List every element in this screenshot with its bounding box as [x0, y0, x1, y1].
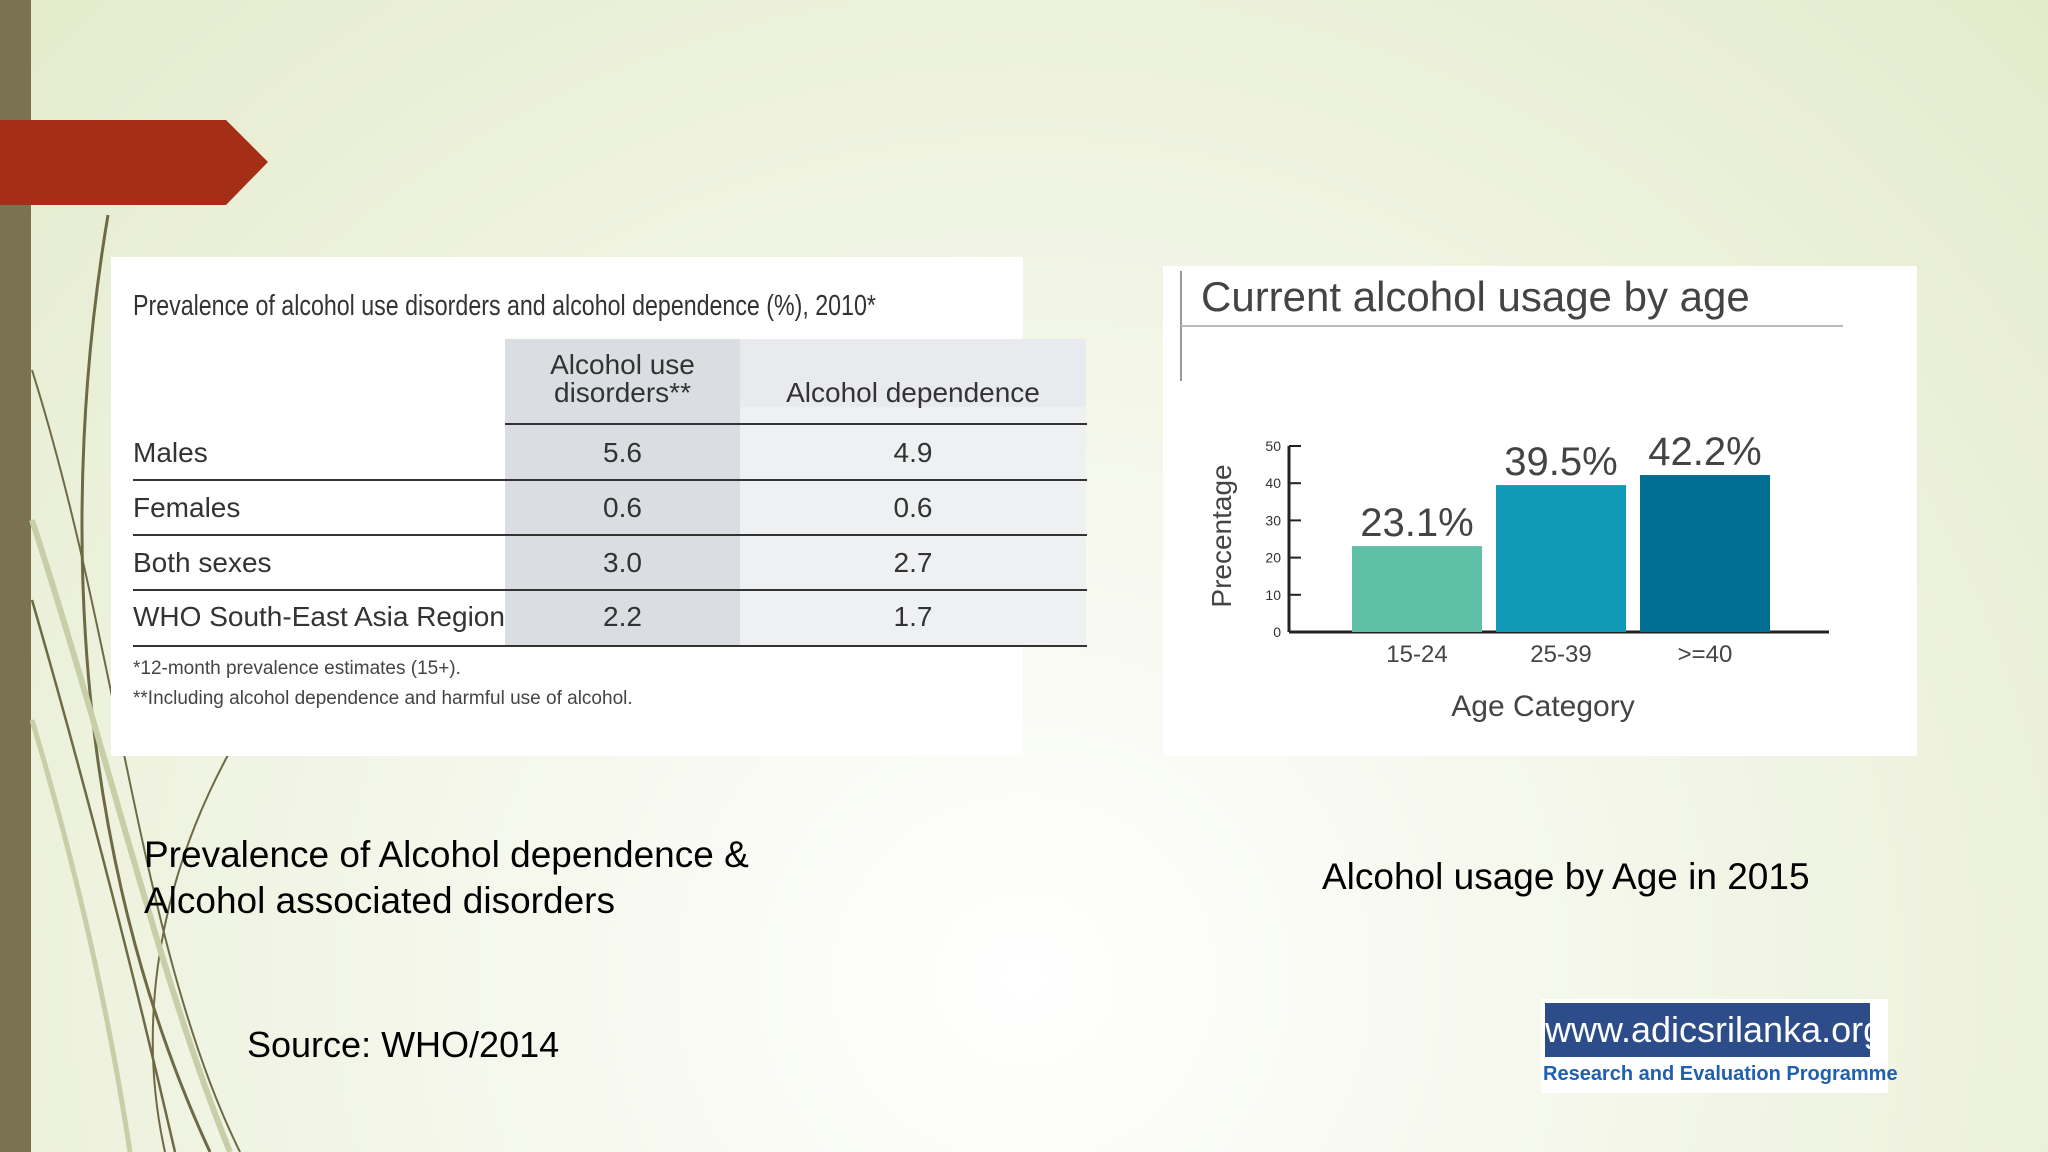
table-row-label: Females — [133, 492, 241, 523]
y-axis-label: Precentage — [1206, 464, 1237, 607]
chart-bar — [1352, 546, 1482, 632]
table-header-rule — [505, 423, 1087, 425]
table-row-label: Males — [133, 437, 208, 468]
x-tick-label: 15-24 — [1386, 641, 1447, 668]
x-axis-label: Age Category — [1451, 690, 1634, 723]
y-tick-label: 0 — [1273, 624, 1281, 640]
y-tick-label: 50 — [1265, 438, 1281, 454]
alcohol-usage-chart-image: Current alcohol usage by age 0 10 20 30 40 50… — [1163, 266, 1917, 756]
table-footnote-2: **Including alcohol dependence and harmf… — [133, 688, 633, 709]
bar-value-label: 42.2% — [1648, 430, 1761, 474]
table-column-aud-bg — [505, 339, 740, 647]
logo-url: www.adicsrilanka.org — [1545, 1003, 1883, 1057]
table-row-label: WHO South-East Asia Region — [133, 601, 505, 632]
table-cell-dep: 4.9 — [893, 437, 933, 468]
table-bottom-rule — [133, 645, 1087, 647]
chart-bar — [1640, 475, 1770, 632]
bars: 23.1% 39.5% 42.2% — [1352, 430, 1770, 632]
left-caption: Prevalence of Alcohol dependence & Alcoh… — [144, 832, 749, 924]
table-row-rule — [133, 479, 1087, 481]
table-cell-aud: 2.2 — [603, 601, 642, 632]
source-text: Source: WHO/2014 — [247, 1024, 560, 1065]
table-cell-dep: 0.6 — [893, 492, 933, 523]
table-header-dep: Alcohol dependence — [786, 377, 1040, 408]
chart-title: Current alcohol usage by age — [1201, 273, 1750, 320]
adic-logo: www.adicsrilanka.org Research and Evalua… — [1541, 999, 1898, 1093]
table-header-aud-line1: Alcohol use — [550, 349, 695, 380]
x-axis: 15-24 25-39 >=40 — [1289, 630, 1829, 668]
y-tick-label: 20 — [1265, 550, 1281, 566]
left-caption-line1: Prevalence of Alcohol dependence & — [144, 834, 749, 875]
y-axis: 0 10 20 30 40 50 — [1265, 438, 1301, 640]
table-column-dep-body-bg — [740, 407, 1086, 647]
table-title: Prevalence of alcohol use disorders and … — [133, 290, 876, 322]
y-tick-label: 30 — [1265, 512, 1281, 528]
left-caption-line2: Alcohol associated disorders — [144, 880, 615, 921]
bar-value-label: 23.1% — [1360, 501, 1473, 545]
red-arrow-shape — [0, 120, 268, 205]
right-caption: Alcohol usage by Age in 2015 — [1322, 856, 1810, 897]
x-tick-label: 25-39 — [1530, 641, 1591, 668]
bar-value-label: 39.5% — [1504, 440, 1617, 484]
table-cell-aud: 3.0 — [603, 547, 642, 578]
table-row-rule — [133, 589, 1087, 591]
table-row-rule — [133, 534, 1087, 536]
y-tick-label: 10 — [1265, 587, 1281, 603]
table-cell-dep: 1.7 — [893, 601, 933, 632]
logo-subtitle: Research and Evaluation Programme — [1543, 1063, 1898, 1085]
chart-bar — [1496, 485, 1626, 632]
table-row-label: Both sexes — [133, 547, 272, 578]
table-cell-aud: 0.6 — [603, 492, 642, 523]
table-header-aud-line2: disorders** — [554, 377, 691, 408]
table-column-dep-bg — [740, 339, 1086, 407]
prevalence-table-image: Prevalence of alcohol use disorders and … — [111, 257, 1087, 756]
x-tick-label: >=40 — [1678, 641, 1733, 668]
y-tick-label: 40 — [1265, 475, 1281, 491]
bar-chart: Current alcohol usage by age 0 10 20 30 40 50… — [1180, 271, 1843, 723]
table-cell-aud: 5.6 — [603, 437, 642, 468]
table-cell-dep: 2.7 — [893, 547, 933, 578]
table-footnote-1: *12-month prevalence estimates (15+). — [133, 658, 461, 679]
